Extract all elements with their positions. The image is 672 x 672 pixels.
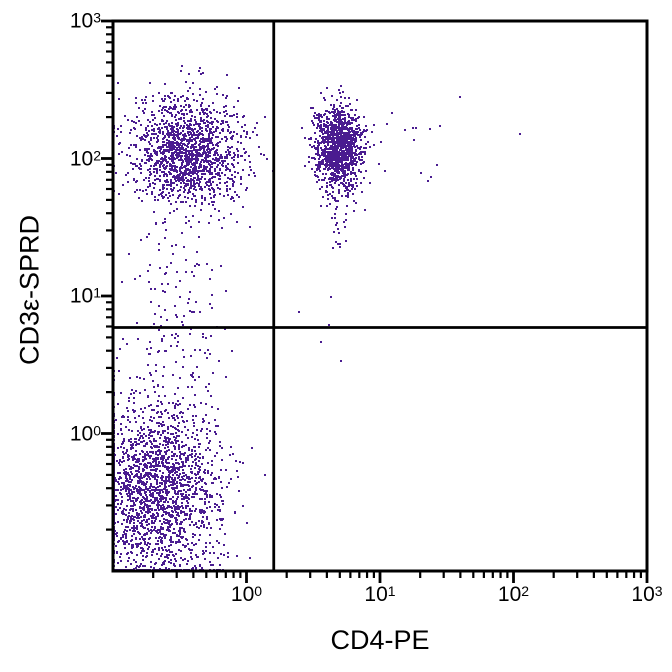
y-tick-label-1e0: 100 (69, 422, 101, 445)
x-tick-label-1e1: 101 (364, 583, 396, 606)
x-tick-label-1e2: 102 (497, 583, 530, 606)
x-axis-label: CD4-PE (330, 625, 430, 655)
y-tick-label-1e2: 102 (69, 147, 101, 170)
y-axis-label: CD3ε-SPRD (14, 214, 45, 366)
x-tick-label-1e0: 100 (230, 583, 263, 606)
y-tick-label-1e3: 103 (69, 9, 101, 33)
x-tick-label-1e3: 103 (631, 583, 663, 606)
y-tick-label-1e1: 101 (69, 284, 101, 308)
